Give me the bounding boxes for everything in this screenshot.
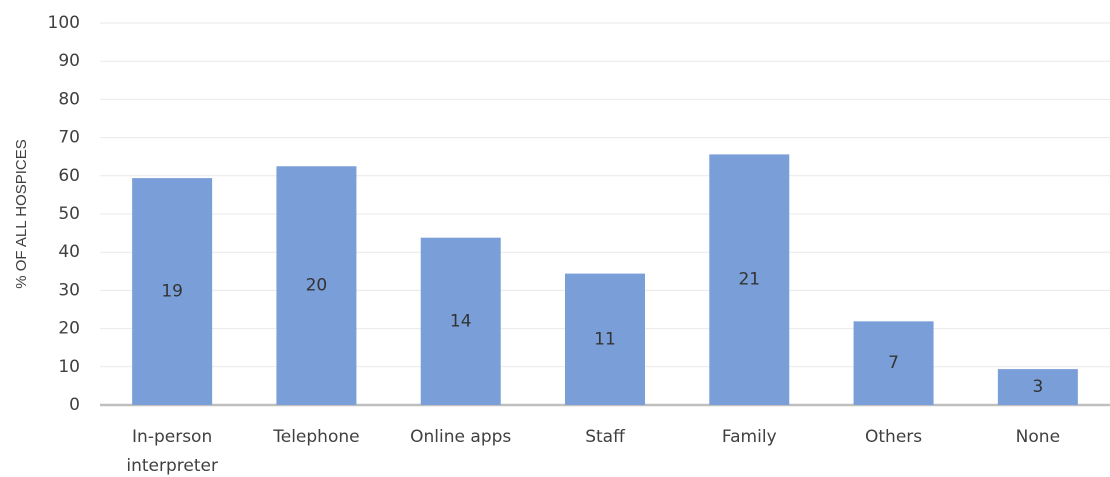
bar bbox=[709, 154, 790, 405]
x-tick-label: Others bbox=[865, 427, 922, 447]
x-tick-label: Staff bbox=[585, 427, 626, 447]
data-label: 21 bbox=[738, 270, 760, 290]
bar bbox=[132, 178, 213, 405]
data-label: 14 bbox=[450, 311, 472, 331]
y-tick-label: 60 bbox=[58, 166, 80, 186]
data-label: 20 bbox=[306, 276, 328, 296]
y-tick-label: 0 bbox=[69, 395, 80, 415]
y-axis-title: % OF ALL HOSPICES bbox=[13, 139, 30, 289]
bar bbox=[853, 321, 934, 405]
data-label: 11 bbox=[594, 329, 616, 349]
x-tick-label: Family bbox=[722, 427, 777, 447]
y-tick-label: 40 bbox=[58, 242, 80, 262]
y-tick-label: 10 bbox=[58, 357, 80, 377]
y-tick-label: 20 bbox=[58, 319, 80, 339]
y-tick-label: 30 bbox=[58, 280, 80, 300]
y-tick-label: 80 bbox=[58, 89, 80, 109]
y-tick-label: 90 bbox=[58, 51, 80, 71]
bar bbox=[420, 237, 501, 405]
x-tick-label: Online apps bbox=[410, 427, 511, 447]
bar bbox=[997, 369, 1078, 405]
bar bbox=[276, 166, 357, 405]
x-tick-label: None bbox=[1016, 427, 1060, 447]
y-tick-label: 50 bbox=[58, 204, 80, 224]
y-tick-label: 100 bbox=[48, 13, 80, 33]
y-tick-label: 70 bbox=[58, 128, 80, 148]
data-label: 3 bbox=[1032, 377, 1043, 397]
x-tick-label: Telephone bbox=[272, 427, 359, 447]
bar bbox=[565, 273, 645, 405]
x-tick-label: In-person interpreter bbox=[126, 427, 218, 476]
data-label: 7 bbox=[888, 353, 899, 373]
data-label: 19 bbox=[161, 282, 183, 302]
